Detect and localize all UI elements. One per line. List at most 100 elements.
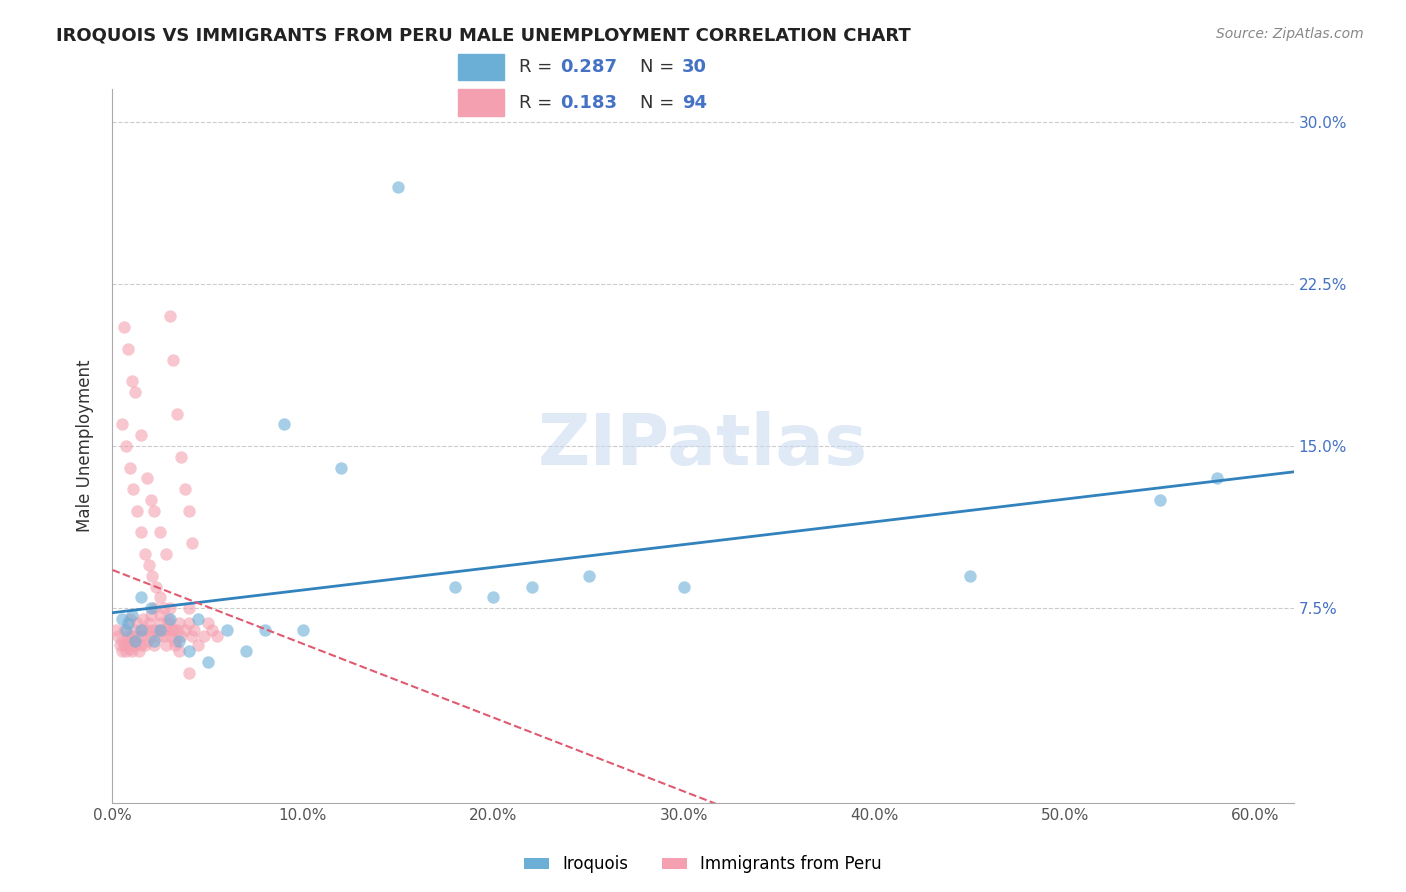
Text: R =: R = [519,94,558,112]
Point [114,644,136,658]
Point [170,629,193,643]
Point [122,482,145,496]
Point [149,525,172,540]
Point [138,616,160,631]
Point [145,580,167,594]
Y-axis label: Male Unemployment: Male Unemployment [76,359,94,533]
Point [166,407,188,421]
Point [520,580,543,594]
Text: 94: 94 [682,94,707,112]
Point [117,638,139,652]
Point [111,644,134,658]
Point [177,666,200,681]
Point [124,623,146,637]
Point [121,633,143,648]
Point [200,623,222,637]
Bar [458,89,503,116]
Point [132,612,155,626]
Point [150,623,173,637]
Point [129,591,152,605]
Point [166,623,188,637]
Point [114,633,136,648]
Point [162,352,184,367]
Point [149,607,172,622]
Point [197,655,219,669]
Point [141,623,163,637]
Point [159,601,181,615]
Point [111,633,134,648]
Point [959,568,981,582]
Point [167,616,190,631]
Bar [458,54,503,80]
Point [149,616,172,631]
Point [135,633,157,648]
Point [1149,493,1171,508]
Point [387,179,409,194]
Point [143,633,166,648]
Point [155,638,177,652]
Point [167,644,190,658]
Point [129,525,152,540]
Point [135,623,157,637]
Point [127,504,149,518]
Point [197,616,219,631]
Text: N =: N = [640,94,681,112]
Point [129,629,152,643]
Point [134,547,156,561]
Point [177,601,200,615]
Point [117,629,139,643]
Text: R =: R = [519,58,558,76]
Point [139,601,162,615]
Point [482,591,505,605]
Point [132,623,155,637]
Point [117,616,139,631]
Point [159,310,181,324]
Point [578,568,600,582]
Point [155,547,177,561]
Point [207,629,229,643]
Point [160,623,183,637]
Point [127,616,149,631]
Point [181,536,204,550]
Point [118,612,141,626]
Point [167,633,190,648]
Point [170,450,193,464]
Point [187,638,209,652]
Point [135,471,157,485]
Point [114,439,136,453]
Text: 0.287: 0.287 [561,58,617,76]
Point [118,642,141,657]
Point [444,580,467,594]
Point [127,629,149,643]
Point [173,623,195,637]
Point [129,428,152,442]
Point [139,493,162,508]
Point [111,612,134,626]
Point [114,623,136,637]
Point [177,616,200,631]
Point [165,633,187,648]
Point [183,623,205,637]
Point [143,638,166,652]
Point [124,633,146,648]
Point [159,612,181,626]
Point [124,638,146,652]
Point [1206,471,1229,485]
Point [235,644,257,658]
Point [139,607,162,622]
Point [129,638,152,652]
Point [215,623,238,637]
Point [177,644,200,658]
Point [143,504,166,518]
Point [118,460,141,475]
Point [128,644,150,658]
Point [112,320,135,334]
Point [138,558,160,572]
Point [187,612,209,626]
Point [143,601,166,615]
Point [149,591,172,605]
Point [108,638,131,652]
Text: Source: ZipAtlas.com: Source: ZipAtlas.com [1216,27,1364,41]
Text: N =: N = [640,58,681,76]
Point [121,607,143,622]
